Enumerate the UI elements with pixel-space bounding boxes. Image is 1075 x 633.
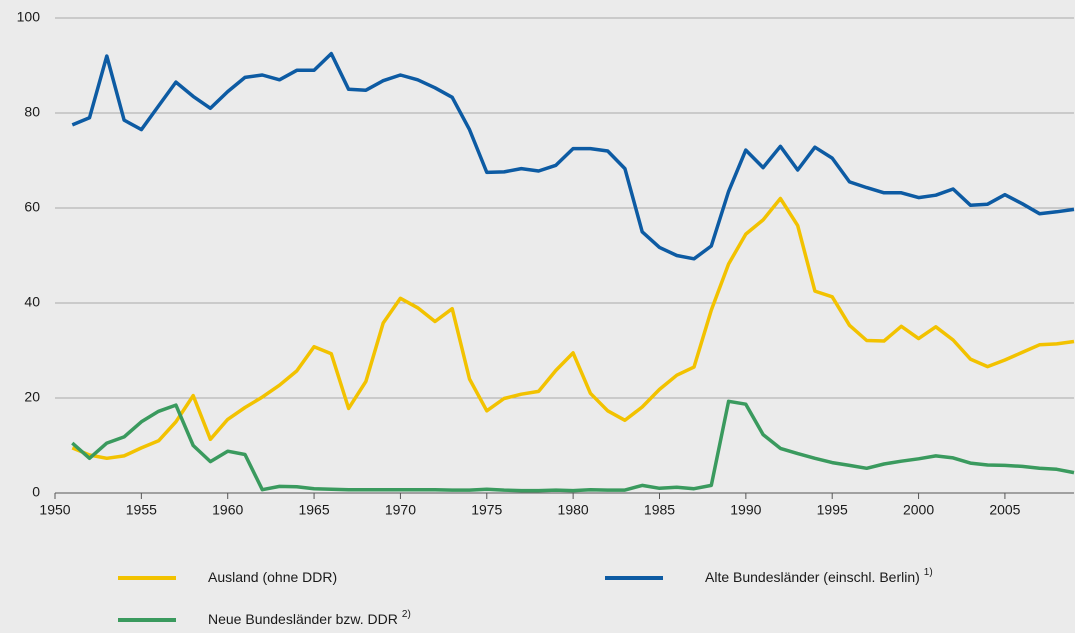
x-tick-label: 2000	[903, 502, 934, 518]
x-tick-label: 1990	[730, 502, 761, 518]
x-tick-label: 2005	[989, 502, 1020, 518]
legend-label: Neue Bundesländer bzw. DDR 2)	[208, 609, 411, 627]
y-tick-label: 20	[24, 389, 40, 405]
legend-name: Neue Bundesländer bzw. DDR	[208, 611, 398, 627]
legend-footnote: 2)	[402, 609, 411, 620]
y-tick-label: 0	[32, 484, 40, 500]
x-tick-label: 1950	[39, 502, 70, 518]
legend-footnote: 1)	[924, 567, 933, 578]
y-tick-label: 40	[24, 294, 40, 310]
x-tick-label: 1960	[212, 502, 243, 518]
x-tick-label: 1955	[126, 502, 157, 518]
legend-label: Ausland (ohne DDR)	[208, 569, 337, 585]
series-line	[71, 399, 1075, 493]
legend-name: Alte Bundesländer (einschl. Berlin)	[705, 569, 920, 585]
x-tick-label: 1995	[817, 502, 848, 518]
series-line	[71, 51, 1075, 261]
y-tick-label: 100	[17, 9, 41, 25]
x-tick-label: 1970	[385, 502, 416, 518]
series-line	[71, 196, 1075, 461]
x-tick-label: 1975	[471, 502, 502, 518]
x-tick-label: 1965	[298, 502, 329, 518]
x-tick-label: 1985	[644, 502, 675, 518]
y-tick-label: 80	[24, 104, 40, 120]
x-tick-label: 1980	[558, 502, 589, 518]
legend-name: Ausland (ohne DDR)	[208, 569, 337, 585]
y-tick-label: 60	[24, 199, 40, 215]
legend-label: Alte Bundesländer (einschl. Berlin) 1)	[705, 567, 933, 585]
